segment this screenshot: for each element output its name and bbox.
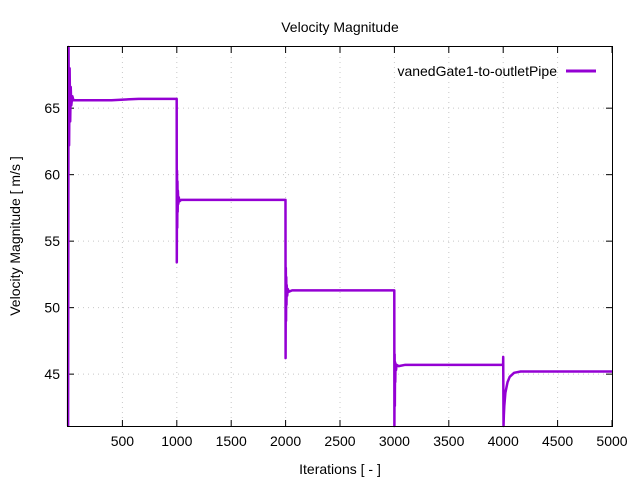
y-tick-label: 65 — [44, 100, 60, 116]
x-tick-label: 3500 — [433, 433, 464, 449]
y-tick-label: 50 — [44, 300, 60, 316]
legend-label: vanedGate1-to-outletPipe — [397, 63, 557, 79]
x-tick-label: 5000 — [596, 433, 627, 449]
x-tick-label: 2000 — [270, 433, 301, 449]
axis-ticks: 500 1000 1500 2000 2500 3000 3500 4000 4500 5000 4… — [44, 47, 628, 449]
y-tick-label: 55 — [44, 233, 60, 249]
x-tick-label: 1500 — [216, 433, 247, 449]
legend: vanedGate1-to-outletPipe — [397, 63, 596, 79]
x-tick-label: 1000 — [161, 433, 192, 449]
x-tick-label: 500 — [111, 433, 135, 449]
y-axis-label: Velocity Magnitude [ m/s ] — [7, 156, 23, 316]
x-tick-label: 4500 — [542, 433, 573, 449]
x-tick-label: 4000 — [488, 433, 519, 449]
plot-frame — [67, 46, 613, 427]
x-tick-label: 2500 — [324, 433, 355, 449]
x-axis-label: Iterations [ - ] — [299, 461, 381, 477]
y-tick-label: 45 — [44, 366, 60, 382]
grid-lines — [68, 47, 612, 426]
y-tick-label: 60 — [44, 167, 60, 183]
series-layer — [66, 45, 612, 428]
chart-title: Velocity Magnitude — [281, 19, 399, 35]
x-tick-label: 3000 — [379, 433, 410, 449]
series-line — [66, 45, 612, 428]
